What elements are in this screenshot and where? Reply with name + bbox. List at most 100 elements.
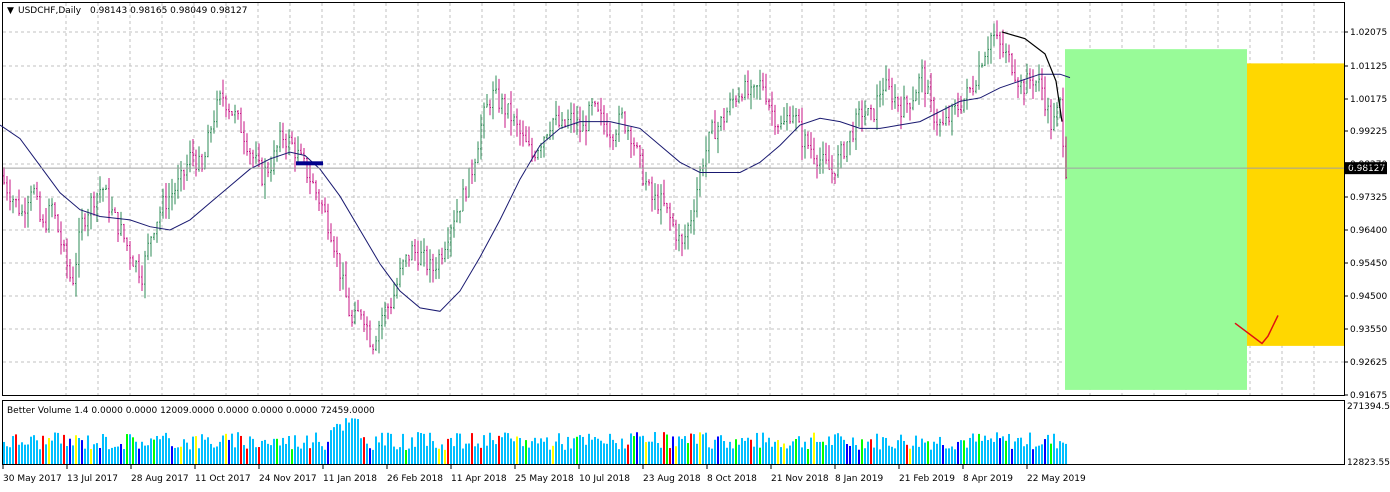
volume-bar — [864, 448, 866, 464]
volume-bar — [333, 427, 335, 464]
volume-bar — [873, 447, 875, 464]
y-tick-label: 0.94500 — [1350, 292, 1387, 302]
volume-bar — [831, 444, 833, 464]
volume-bar — [861, 439, 863, 464]
volume-bar — [438, 448, 440, 464]
x-tick-label: 22 May 2019 — [1027, 474, 1086, 484]
volume-bar — [459, 433, 461, 464]
volume-bar — [75, 435, 77, 464]
volume-bar — [360, 438, 362, 464]
volume-bar — [804, 441, 806, 464]
volume-bar — [402, 433, 404, 464]
volume-bar — [990, 438, 992, 464]
volume-bar — [846, 444, 848, 464]
volume-bar — [150, 438, 152, 464]
volume-bar — [576, 436, 578, 464]
volume-bar — [378, 442, 380, 464]
volume-bar — [783, 443, 785, 464]
triangle-down-icon[interactable]: ▼ — [7, 6, 14, 16]
volume-bar — [582, 436, 584, 464]
volume-bar — [30, 436, 32, 464]
volume-bar — [930, 449, 932, 464]
volume-bar — [201, 434, 203, 464]
volume-bar — [444, 449, 446, 464]
volume-bar — [600, 440, 602, 464]
volume-bar — [507, 433, 509, 464]
volume-bar — [1017, 437, 1019, 464]
volume-bar — [291, 449, 293, 464]
volume-bar — [231, 433, 233, 464]
volume-bar — [564, 449, 566, 464]
volume-bar — [234, 447, 236, 464]
volume-bar — [624, 448, 626, 464]
volume-bar — [243, 445, 245, 464]
volume-bar — [501, 437, 503, 464]
volume-bar — [270, 445, 272, 464]
volume-bar — [15, 434, 17, 464]
volume-bar — [678, 436, 680, 464]
volume-bar — [822, 441, 824, 464]
volume-bar — [858, 449, 860, 464]
volume-bar — [975, 441, 977, 464]
volume-bar — [906, 444, 908, 464]
volume-bar — [747, 437, 749, 464]
volume-bar — [297, 446, 299, 464]
volume-bar — [894, 448, 896, 464]
volume-bar — [381, 432, 383, 464]
volume-bar — [453, 446, 455, 464]
volume-bar — [465, 443, 467, 464]
volume-bar — [228, 439, 230, 464]
volume-bar — [603, 443, 605, 464]
volume-bar — [891, 446, 893, 464]
x-tick-label: 23 Aug 2018 — [643, 474, 701, 484]
volume-bar — [726, 447, 728, 464]
volume-bar — [396, 449, 398, 464]
volume-bar — [1044, 439, 1046, 464]
gold-target-zone — [1247, 63, 1344, 346]
volume-bar — [909, 448, 911, 464]
volume-bar — [315, 432, 317, 464]
volume-bar — [498, 435, 500, 464]
price-pane-frame — [2, 2, 1345, 396]
volume-bar — [666, 434, 668, 464]
volume-bar — [258, 447, 260, 464]
volume-bar — [1035, 446, 1037, 464]
volume-bar — [174, 447, 176, 464]
volume-bar — [6, 446, 8, 464]
volume-bar — [39, 449, 41, 464]
red-check-mark — [1234, 315, 1279, 345]
volume-bar — [552, 445, 554, 464]
volume-bar — [345, 418, 347, 464]
volume-bar — [585, 444, 587, 464]
volume-bar — [669, 448, 671, 464]
volume-bar — [318, 441, 320, 464]
volume-bar — [24, 444, 26, 464]
volume-bar — [639, 436, 641, 464]
volume-bar — [852, 437, 854, 464]
volume-bar — [711, 448, 713, 464]
x-tick-label: 8 Oct 2018 — [707, 474, 757, 484]
volume-bar — [972, 433, 974, 464]
volume-bar — [138, 448, 140, 464]
volume-bar — [336, 423, 338, 464]
volume-bar — [921, 438, 923, 464]
volume-bar — [60, 443, 62, 464]
volume-bar — [189, 449, 191, 464]
volume-bar — [753, 446, 755, 464]
volume-bar — [1047, 434, 1049, 464]
volume-bar — [648, 441, 650, 464]
volume-bar — [411, 437, 413, 464]
volume-bar — [294, 435, 296, 464]
volume-bar — [888, 445, 890, 464]
volume-bar — [867, 441, 869, 464]
volume-bar — [657, 443, 659, 464]
volume-bar — [375, 436, 377, 464]
volume-scale-max: 271394.55 — [1347, 402, 1390, 412]
volume-bar — [264, 439, 266, 464]
volume-pane-frame — [2, 400, 1345, 465]
volume-bar — [843, 439, 845, 464]
volume-bar — [759, 447, 761, 464]
volume-bar — [267, 443, 269, 464]
